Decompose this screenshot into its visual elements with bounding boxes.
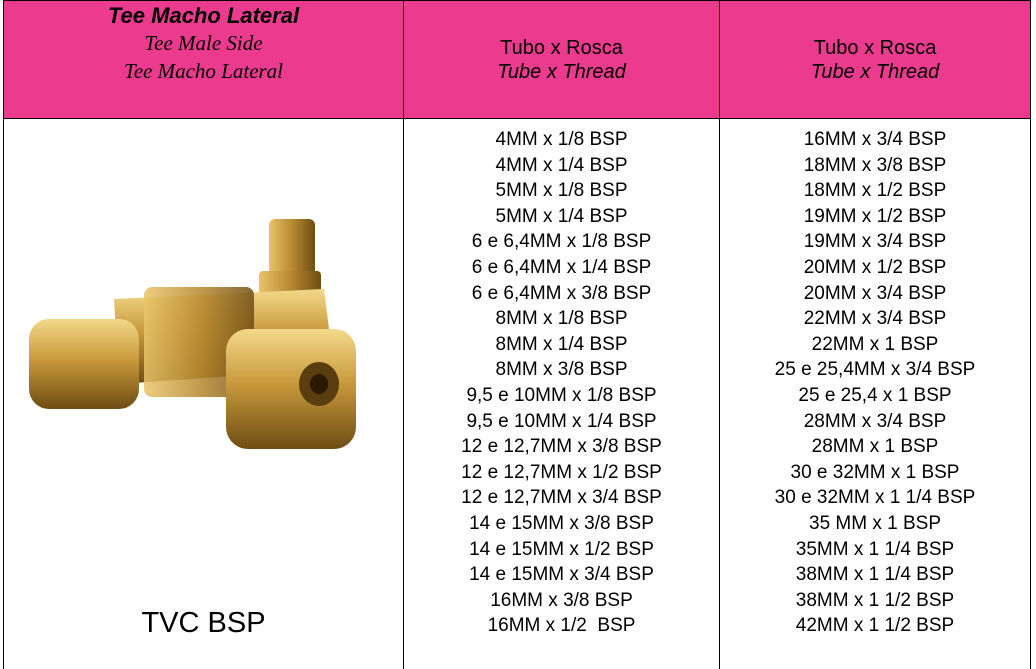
size-item: 25 e 25,4 x 1 BSP xyxy=(798,384,952,406)
size-item: 28MM x 1 BSP xyxy=(811,436,939,458)
size-item: 35 MM x 1 BSP xyxy=(809,512,941,534)
header-cell: Tee Macho Lateral Tee Male Side Tee Mach… xyxy=(3,0,404,119)
product-label: TVC BSP xyxy=(141,607,266,639)
product-image xyxy=(29,219,356,449)
column-header-line: Tubo x Rosca xyxy=(813,37,937,59)
size-item: 18MM x 3/8 BSP xyxy=(803,154,947,176)
size-item: 8MM x 3/8 BSP xyxy=(495,359,628,381)
size-item: 30 e 32MM x 1 1/4 BSP xyxy=(774,487,976,509)
size-item: 16MM x 3/8 BSP xyxy=(490,589,633,611)
size-item: 38MM x 1 1/2 BSP xyxy=(795,589,955,611)
header-cell: Tubo x Rosca Tube x Thread xyxy=(719,0,1031,119)
size-item: 6 e 6,4MM x 1/4 BSP xyxy=(471,256,652,278)
size-item: 20MM x 1/2 BSP xyxy=(803,256,947,278)
size-item: 25 e 25,4MM x 3/4 BSP xyxy=(774,359,976,381)
size-item: 5MM x 1/4 BSP xyxy=(495,205,628,227)
size-item: 14 e 15MM x 1/2 BSP xyxy=(469,538,654,560)
size-item: 38MM x 1 1/4 BSP xyxy=(795,564,955,586)
size-item: 19MM x 3/4 BSP xyxy=(803,231,947,253)
product-cell: TVC BSP xyxy=(3,118,404,669)
size-list: 16MM x 3/4 BSP 18MM x 3/8 BSP 18MM x 1/2 B… xyxy=(719,118,1031,669)
size-item: 9,5 e 10MM x 1/8 BSP xyxy=(466,384,657,406)
column-header: Tubo x Rosca Tube x Thread xyxy=(404,36,719,84)
size-item: 9,5 e 10MM x 1/4 BSP xyxy=(466,410,657,432)
size-item: 8MM x 1/4 BSP xyxy=(495,333,628,355)
size-item: 16MM x 3/4 BSP xyxy=(803,129,947,150)
size-item: 4MM x 1/4 BSP xyxy=(495,154,628,176)
column-header-line: Tube x Thread xyxy=(810,61,940,83)
size-item: 28MM x 3/4 BSP xyxy=(803,410,947,432)
size-list: 4MM x 1/8 BSP 4MM x 1/4 BSP 5MM x 1/8 BSP 5… xyxy=(403,118,720,669)
size-item: 12 e 12,7MM x 3/8 BSP xyxy=(461,436,662,458)
size-item: 12 e 12,7MM x 1/2 BSP xyxy=(461,461,662,483)
column-header-line: Tube x Thread xyxy=(497,61,626,83)
column-header: Tubo x Rosca Tube x Thread xyxy=(720,36,1030,84)
size-item: 6 e 6,4MM x 3/8 BSP xyxy=(471,282,652,304)
size-item: 19MM x 1/2 BSP xyxy=(803,205,947,227)
size-item: 4MM x 1/8 BSP xyxy=(495,129,628,150)
subtitle: Tee Male Side xyxy=(144,31,263,55)
column-header-line: Tubo x Rosca xyxy=(500,37,623,59)
size-item: 14 e 15MM x 3/4 BSP xyxy=(469,564,654,586)
size-item: 42MM x 1 1/2 BSP xyxy=(795,615,955,637)
subtitle: Tee Macho Lateral xyxy=(123,59,284,83)
size-item: 20MM x 3/4 BSP xyxy=(803,282,947,304)
size-item: 16MM x 1/2 BSP xyxy=(487,615,636,637)
header-cell: Tubo x Rosca Tube x Thread xyxy=(403,0,720,119)
size-item: 35MM x 1 1/4 BSP xyxy=(795,538,955,560)
size-item: 5MM x 1/8 BSP xyxy=(495,180,628,202)
size-item: 14 e 15MM x 3/8 BSP xyxy=(469,512,654,534)
size-item: 12 e 12,7MM x 3/4 BSP xyxy=(461,487,662,509)
title: Tee Macho Lateral xyxy=(107,3,300,28)
size-item: 18MM x 1/2 BSP xyxy=(803,180,947,202)
size-item: 6 e 6,4MM x 1/8 BSP xyxy=(471,231,652,253)
size-item: 22MM x 3/4 BSP xyxy=(803,308,947,330)
size-item: 30 e 32MM x 1 BSP xyxy=(790,461,960,483)
size-item: 22MM x 1 BSP xyxy=(811,333,939,355)
size-item: 8MM x 1/8 BSP xyxy=(495,308,628,330)
